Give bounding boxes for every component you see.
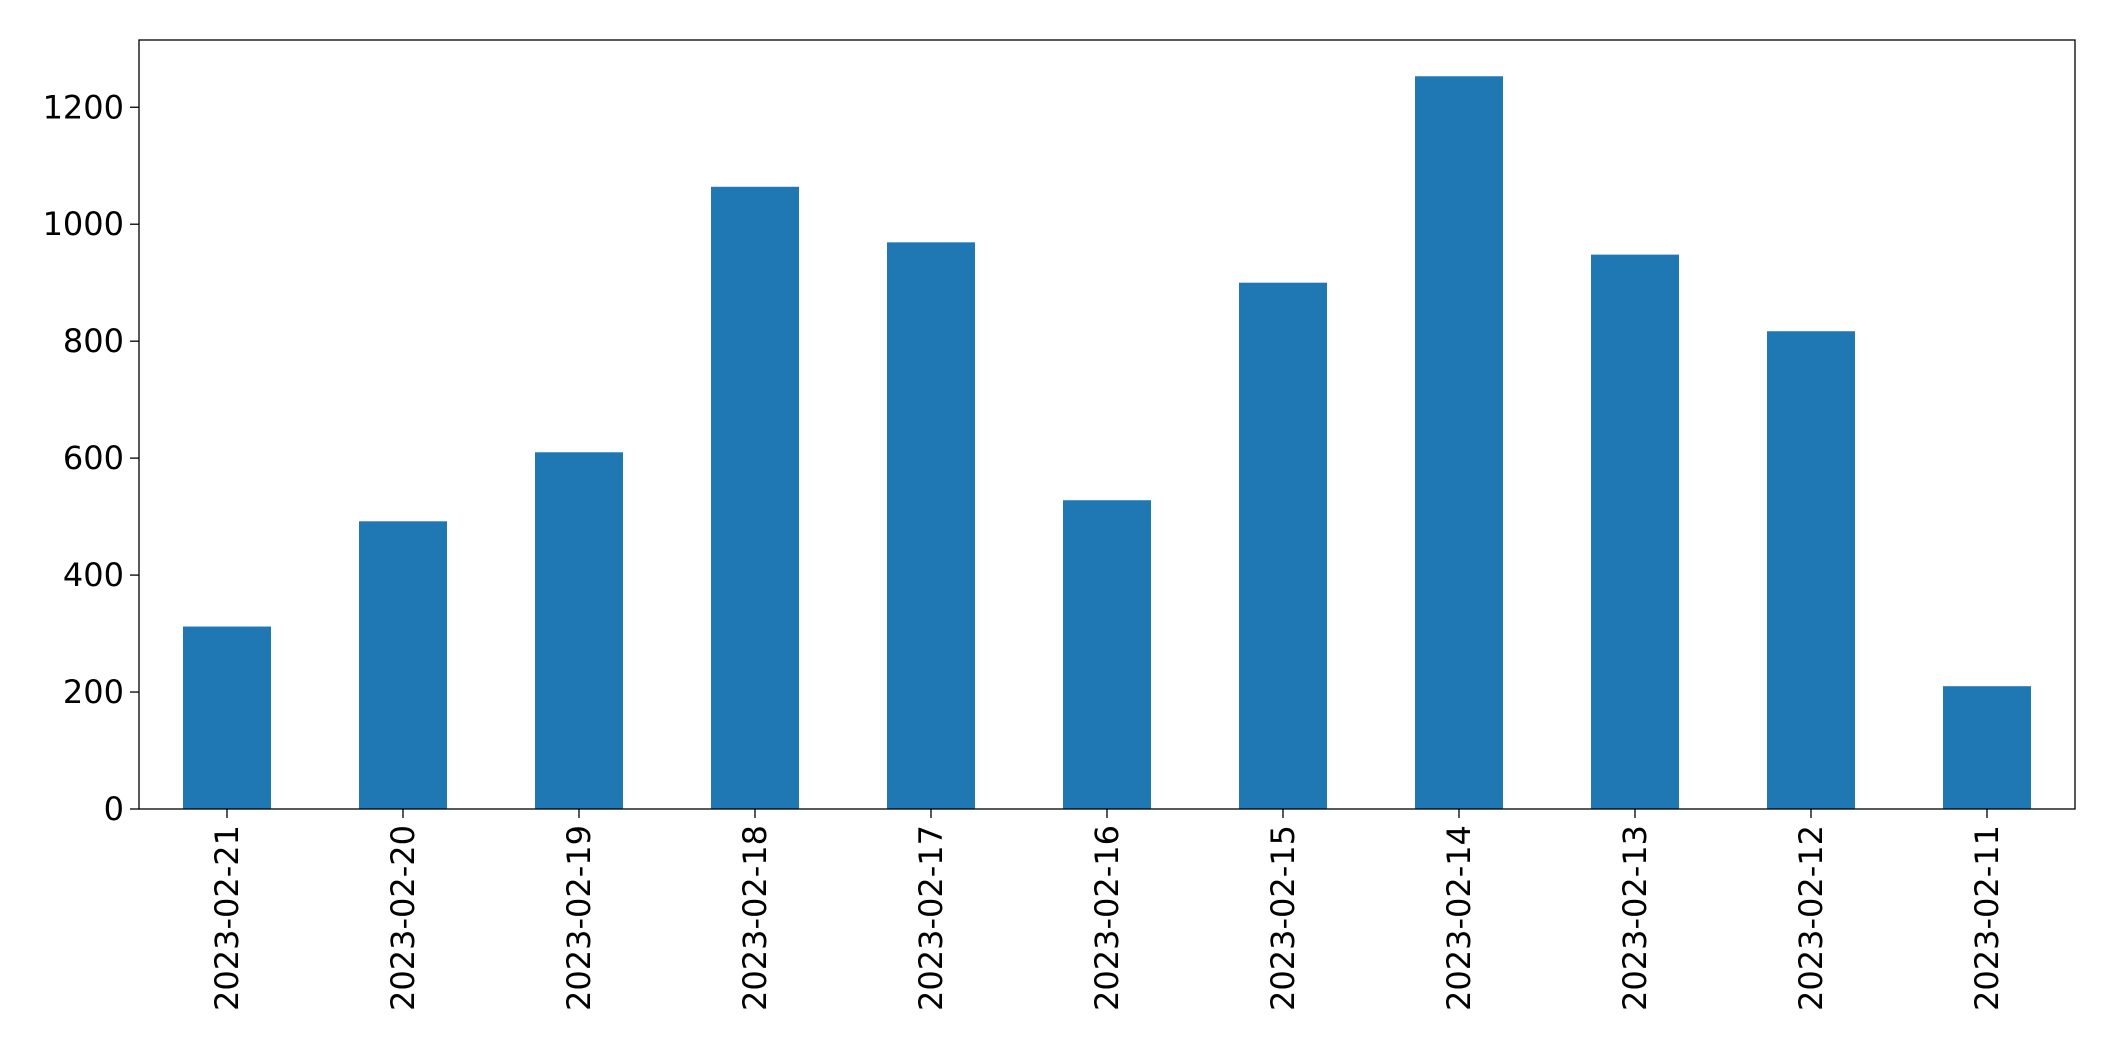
bar	[1943, 686, 2031, 809]
bar	[359, 521, 447, 809]
x-tick-label: 2023-02-18	[736, 825, 774, 1011]
y-tick-label: 600	[63, 439, 124, 477]
bar	[1063, 500, 1151, 809]
bar	[887, 242, 975, 809]
x-tick-label: 2023-02-11	[1968, 825, 2006, 1011]
y-tick-label: 0	[104, 790, 124, 828]
bar	[1239, 282, 1327, 809]
x-tick-label: 2023-02-12	[1792, 825, 1830, 1011]
x-tick-label: 2023-02-20	[384, 825, 422, 1011]
bar	[535, 452, 623, 809]
x-tick-label: 2023-02-19	[560, 825, 598, 1011]
x-tick-label: 2023-02-17	[912, 825, 950, 1011]
bar	[183, 626, 271, 809]
y-tick-label: 1000	[43, 205, 124, 243]
bar	[1767, 331, 1855, 809]
x-tick-label: 2023-02-13	[1616, 825, 1654, 1011]
x-tick-label: 2023-02-15	[1264, 825, 1302, 1011]
x-tick-label: 2023-02-16	[1088, 825, 1126, 1011]
y-tick-label: 200	[63, 673, 124, 711]
y-tick-label: 1200	[43, 88, 124, 126]
bar	[1591, 254, 1679, 809]
x-tick-label: 2023-02-21	[208, 825, 246, 1011]
plot-frame	[138, 39, 2076, 810]
bar	[1415, 76, 1503, 810]
y-tick-label: 800	[63, 322, 124, 360]
x-tick-label: 2023-02-14	[1440, 825, 1478, 1011]
bar	[711, 186, 799, 809]
y-tick-label: 400	[63, 556, 124, 594]
